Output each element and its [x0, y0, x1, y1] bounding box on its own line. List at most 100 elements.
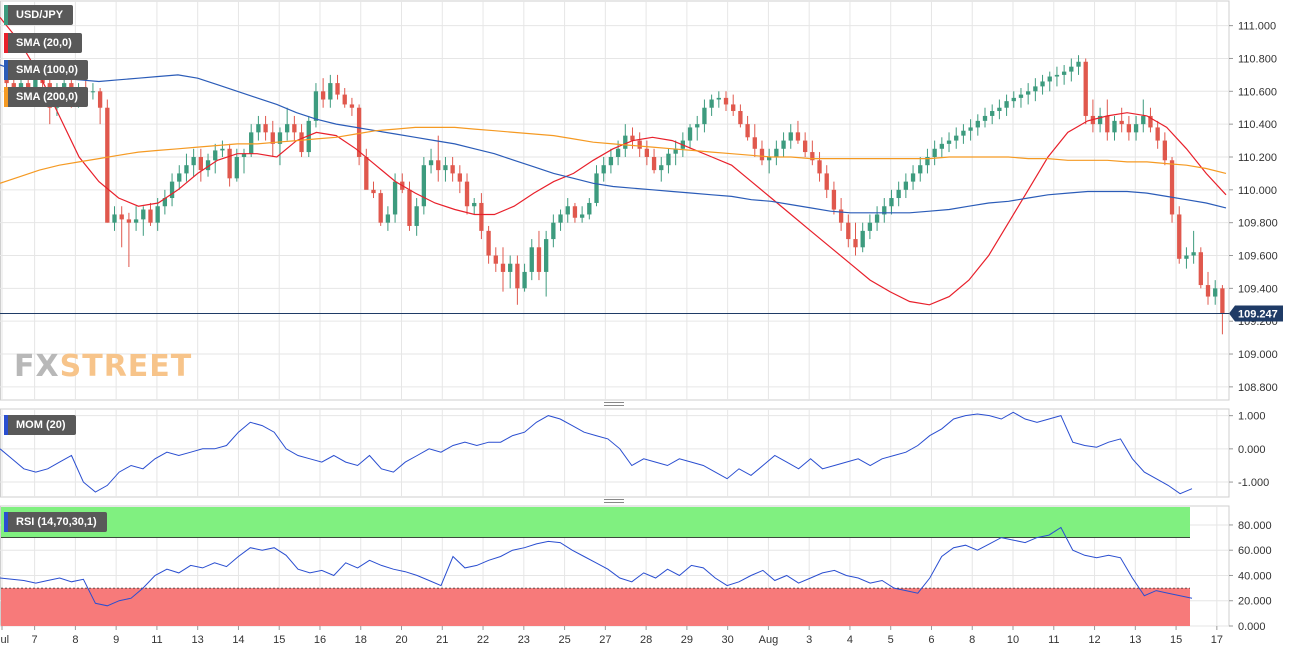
candle-body [436, 160, 441, 171]
candle-body [918, 165, 923, 174]
chart-axes: Jul 7 8 9 11 13 14 15 16 18 20 21 22 23 25 27 28 29 30 Aug 3… [0, 21, 1283, 646]
candle-body [378, 193, 383, 223]
pair-legend[interactable]: USD/JPY [4, 5, 74, 25]
sma100-legend[interactable]: SMA (100,0) [4, 60, 88, 80]
price-y-tick-label: 110.000 [1238, 185, 1277, 197]
x-tick-label: 18 [355, 634, 367, 646]
candle-body [695, 124, 700, 128]
candle-body [169, 181, 175, 199]
candle-body [601, 165, 606, 174]
candle-body [97, 91, 103, 108]
x-tick-label: 27 [599, 634, 611, 646]
candle-body [1097, 115, 1103, 125]
mom-y-tick-label: 0.000 [1238, 444, 1266, 456]
candle-body [1141, 115, 1146, 125]
candle-body [155, 206, 160, 223]
candle-body [630, 135, 635, 141]
chart-grid [0, 0, 1230, 627]
candle-body [709, 99, 714, 108]
candle-body [1026, 91, 1031, 95]
sma200-legend[interactable]: SMA (200,0) [4, 87, 88, 107]
x-tick-label: 17 [1211, 634, 1223, 646]
sma200-color-swatch [4, 87, 8, 107]
mom-y-tick-label: -1.000 [1238, 477, 1269, 489]
mom-legend-label: MOM (20) [16, 419, 66, 431]
candle-body [1105, 115, 1110, 133]
rsi-y-tick-label: 20.000 [1238, 596, 1272, 608]
candle-body [1018, 94, 1024, 98]
candle-body [579, 214, 585, 218]
candle-body [543, 239, 549, 272]
x-tick-label: 12 [1088, 634, 1100, 646]
x-tick-label: 30 [722, 634, 734, 646]
candle-body [853, 239, 858, 248]
candle-body [961, 130, 966, 136]
x-tick-label: 15 [1170, 634, 1182, 646]
candle-body [112, 214, 117, 223]
rsi-y-tick-label: 60.000 [1238, 545, 1272, 557]
pane-resize-handle-2[interactable] [604, 499, 624, 505]
candle-body [939, 143, 944, 149]
x-tick-label: 21 [436, 634, 448, 646]
pair-legend-label: USD/JPY [16, 9, 64, 21]
rsi-line [0, 526, 1193, 607]
candle-body [788, 132, 793, 141]
candle-body [1155, 127, 1160, 141]
x-tick-label: 16 [314, 634, 326, 646]
candle-body [371, 189, 376, 194]
candle-body [1033, 86, 1038, 92]
candle-body [925, 156, 930, 166]
candle-body [910, 173, 916, 182]
candle-body [90, 91, 96, 93]
candle-body [508, 263, 513, 272]
candle-body [320, 91, 326, 100]
x-tick-label: 25 [558, 634, 570, 646]
x-tick-label: 20 [395, 634, 407, 646]
candle-body [133, 219, 139, 223]
price-y-tick-label: 111.000 [1238, 21, 1276, 33]
candle-body [184, 165, 189, 174]
candle-body [810, 152, 815, 161]
x-tick-label: 5 [888, 634, 894, 646]
price-y-tick-label: 109.400 [1238, 283, 1278, 295]
candle-body [306, 120, 311, 153]
candle-body [472, 202, 477, 207]
sma100-color-swatch [4, 60, 8, 80]
price-y-tick-label: 108.800 [1238, 382, 1278, 394]
candle-body [263, 124, 268, 133]
pane-resize-handle-1[interactable] [604, 402, 624, 408]
candle-body [515, 263, 520, 289]
candle-body [1148, 115, 1153, 128]
x-tick-label: 29 [681, 634, 693, 646]
candle-body [313, 91, 319, 121]
candle-body [1177, 214, 1182, 259]
candle-body [198, 156, 203, 171]
candle-body [1162, 140, 1168, 161]
candle-body [1213, 288, 1218, 297]
candle-body [759, 148, 765, 161]
rsi-y-tick-label: 80.000 [1238, 520, 1272, 532]
rsi-legend[interactable]: RSI (14,70,30,1) [4, 512, 107, 532]
rsi-oversold-zone [1, 588, 1190, 626]
candle-body [277, 132, 283, 144]
sma20-legend-label: SMA (20,0) [16, 37, 72, 49]
candle-body [493, 255, 498, 264]
last-price-tag [1229, 305, 1283, 322]
candle-body [716, 97, 721, 100]
candle-body [292, 124, 297, 133]
x-tick-label: 13 [1129, 634, 1141, 646]
candle-body [536, 247, 542, 272]
candle-body [1054, 74, 1060, 77]
sma-line-1 [0, 17, 1227, 306]
sma200-legend-label: SMA (200,0) [16, 91, 78, 103]
candle-body [889, 198, 894, 207]
sma20-legend[interactable]: SMA (20,0) [4, 33, 82, 53]
candle-body [421, 165, 427, 207]
rsi-legend-label: RSI (14,70,30,1) [16, 516, 97, 528]
candle-body [968, 127, 973, 131]
candle-body [587, 202, 592, 215]
candle-body [205, 160, 211, 171]
mom-legend[interactable]: MOM (20) [4, 415, 76, 435]
candle-body [572, 206, 578, 218]
